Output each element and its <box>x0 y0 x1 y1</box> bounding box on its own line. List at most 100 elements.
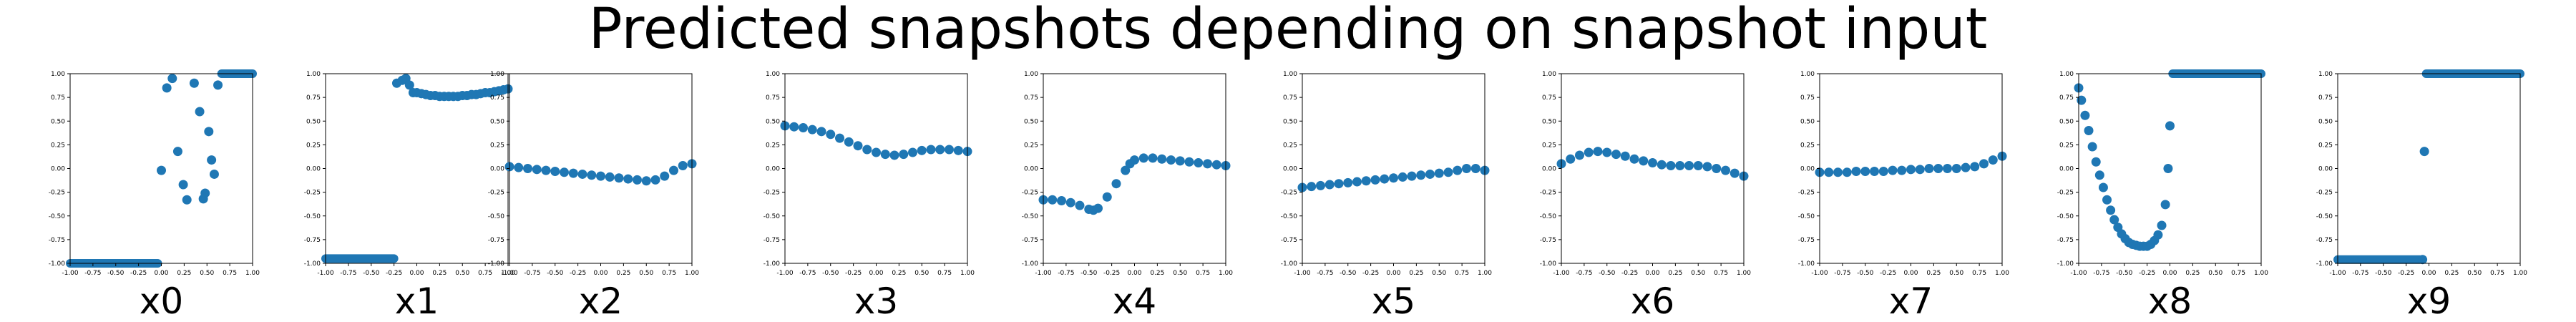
y-tick-label: -0.50 <box>2316 213 2333 220</box>
x-tick-label: -0.25 <box>1621 270 1638 277</box>
figure-title: Predicted snapshots depending on snapsho… <box>588 0 1988 62</box>
y-tick-label: -0.25 <box>1281 190 1297 197</box>
y-tick-label: -0.75 <box>49 237 65 244</box>
x-tick-label: -0.25 <box>2398 270 2414 277</box>
y-tick-label: -1.00 <box>304 260 321 268</box>
x-tick-label: 0.50 <box>1432 270 1446 277</box>
y-tick-label: -0.25 <box>1022 190 1038 197</box>
data-point <box>1389 173 1398 183</box>
y-tick-label: -0.50 <box>1798 213 1815 220</box>
y-tick-label: 0.25 <box>51 142 65 149</box>
data-point <box>2419 147 2429 157</box>
data-point <box>1639 156 1649 166</box>
data-point <box>1157 154 1167 164</box>
data-point <box>917 145 927 155</box>
y-tick-label: 0.50 <box>490 118 504 125</box>
x-axis-label: x4 <box>1113 280 1156 322</box>
x-tick-label: -0.75 <box>1317 270 1333 277</box>
x-axis-label: x8 <box>2148 280 2192 322</box>
data-point <box>1075 200 1085 210</box>
data-point <box>908 147 917 157</box>
data-point <box>1425 169 1435 179</box>
data-point <box>1380 174 1390 184</box>
x-tick-label: -0.50 <box>1080 270 1098 277</box>
x-axis-label: x1 <box>395 280 439 322</box>
x-tick-label: -1.00 <box>317 270 334 277</box>
x-tick-label: 1.00 <box>2254 270 2268 277</box>
y-tick-label: 0.75 <box>51 94 65 102</box>
data-point <box>1462 164 1471 173</box>
data-point <box>1453 165 1463 175</box>
x-tick-label: 0.75 <box>223 270 237 277</box>
x-axis-label: x6 <box>1631 280 1674 322</box>
data-point <box>1860 166 1870 176</box>
data-point <box>1370 175 1380 185</box>
data-point <box>2160 200 2170 210</box>
data-point <box>1611 150 1621 160</box>
y-tick-label: 0.00 <box>1024 166 1038 173</box>
data-point <box>872 147 881 157</box>
y-tick-label: 0.25 <box>1800 142 1815 149</box>
data-point <box>404 80 414 90</box>
y-tick-label: 1.00 <box>766 71 780 78</box>
y-tick-label: -0.50 <box>1281 213 1298 220</box>
x-tick-label: -1.00 <box>2070 270 2087 277</box>
data-point <box>2087 142 2097 152</box>
data-point <box>1915 165 1925 175</box>
y-tick-label: 0.75 <box>1024 94 1038 102</box>
y-tick-label: 1.00 <box>2059 71 2074 78</box>
subplot-x0: -1.00 -0.75 -0.50 -0.25 0.00 0.25 0.50 0.75 1.00… <box>49 69 260 322</box>
x-tick-label: 0.00 <box>869 270 883 277</box>
x-axis-label: x5 <box>1372 280 1415 322</box>
data-point <box>1130 155 1139 165</box>
data-point <box>514 162 524 172</box>
data-point <box>789 122 799 132</box>
data-point <box>1878 166 1888 176</box>
data-point <box>1166 155 1176 165</box>
axes-frame <box>1043 73 1226 264</box>
data-point <box>1602 147 1612 157</box>
data-point <box>660 171 670 181</box>
data-point <box>826 130 836 140</box>
axes-frame <box>2337 73 2521 264</box>
data-point <box>880 150 890 160</box>
y-tick-label: 0.00 <box>766 166 780 173</box>
y-tick-label: -0.50 <box>763 213 781 220</box>
x-tick-label: -0.75 <box>799 270 816 277</box>
y-tick-label: -0.75 <box>1281 237 1297 244</box>
data-point <box>204 127 214 137</box>
data-point <box>532 165 542 175</box>
x-tick-label: 0.00 <box>154 270 168 277</box>
x-tick-label: 1.00 <box>1995 270 2009 277</box>
y-tick-label: -0.50 <box>304 213 321 220</box>
y-tick-label: -0.25 <box>2057 190 2074 197</box>
data-point <box>162 83 172 93</box>
y-tick-label: -0.50 <box>1540 213 1557 220</box>
data-point <box>1307 182 1317 192</box>
data-point <box>650 175 660 185</box>
subplot-x1: -1.00 -0.75 -0.50 -0.25 0.00 0.25 0.50 0.75 1.00… <box>304 71 516 322</box>
y-tick-label: 1.00 <box>1542 71 1556 78</box>
data-point <box>1593 147 1603 157</box>
data-point <box>1184 157 1194 167</box>
x-tick-label: -0.75 <box>1834 270 1850 277</box>
data-point <box>178 180 188 190</box>
data-point <box>157 165 166 175</box>
y-tick-label: -1.00 <box>1798 260 1815 268</box>
y-tick-label: 0.25 <box>490 142 504 149</box>
y-tick-label: 0.00 <box>1283 166 1297 173</box>
x-tick-label: -1.00 <box>1294 270 1311 277</box>
y-tick-label: -0.50 <box>49 213 66 220</box>
data-point <box>945 145 954 155</box>
x-tick-label: 0.50 <box>200 270 214 277</box>
data-point <box>568 168 578 178</box>
x-tick-label: 0.25 <box>892 270 906 277</box>
x-tick-label: 0.50 <box>914 270 929 277</box>
y-tick-label: -0.75 <box>304 237 321 244</box>
x-tick-label: 0.25 <box>2185 270 2200 277</box>
y-tick-label: -0.50 <box>1022 213 1039 220</box>
x-tick-label: -0.75 <box>2352 270 2368 277</box>
data-point <box>899 150 909 160</box>
y-tick-label: -1.00 <box>2057 260 2074 268</box>
